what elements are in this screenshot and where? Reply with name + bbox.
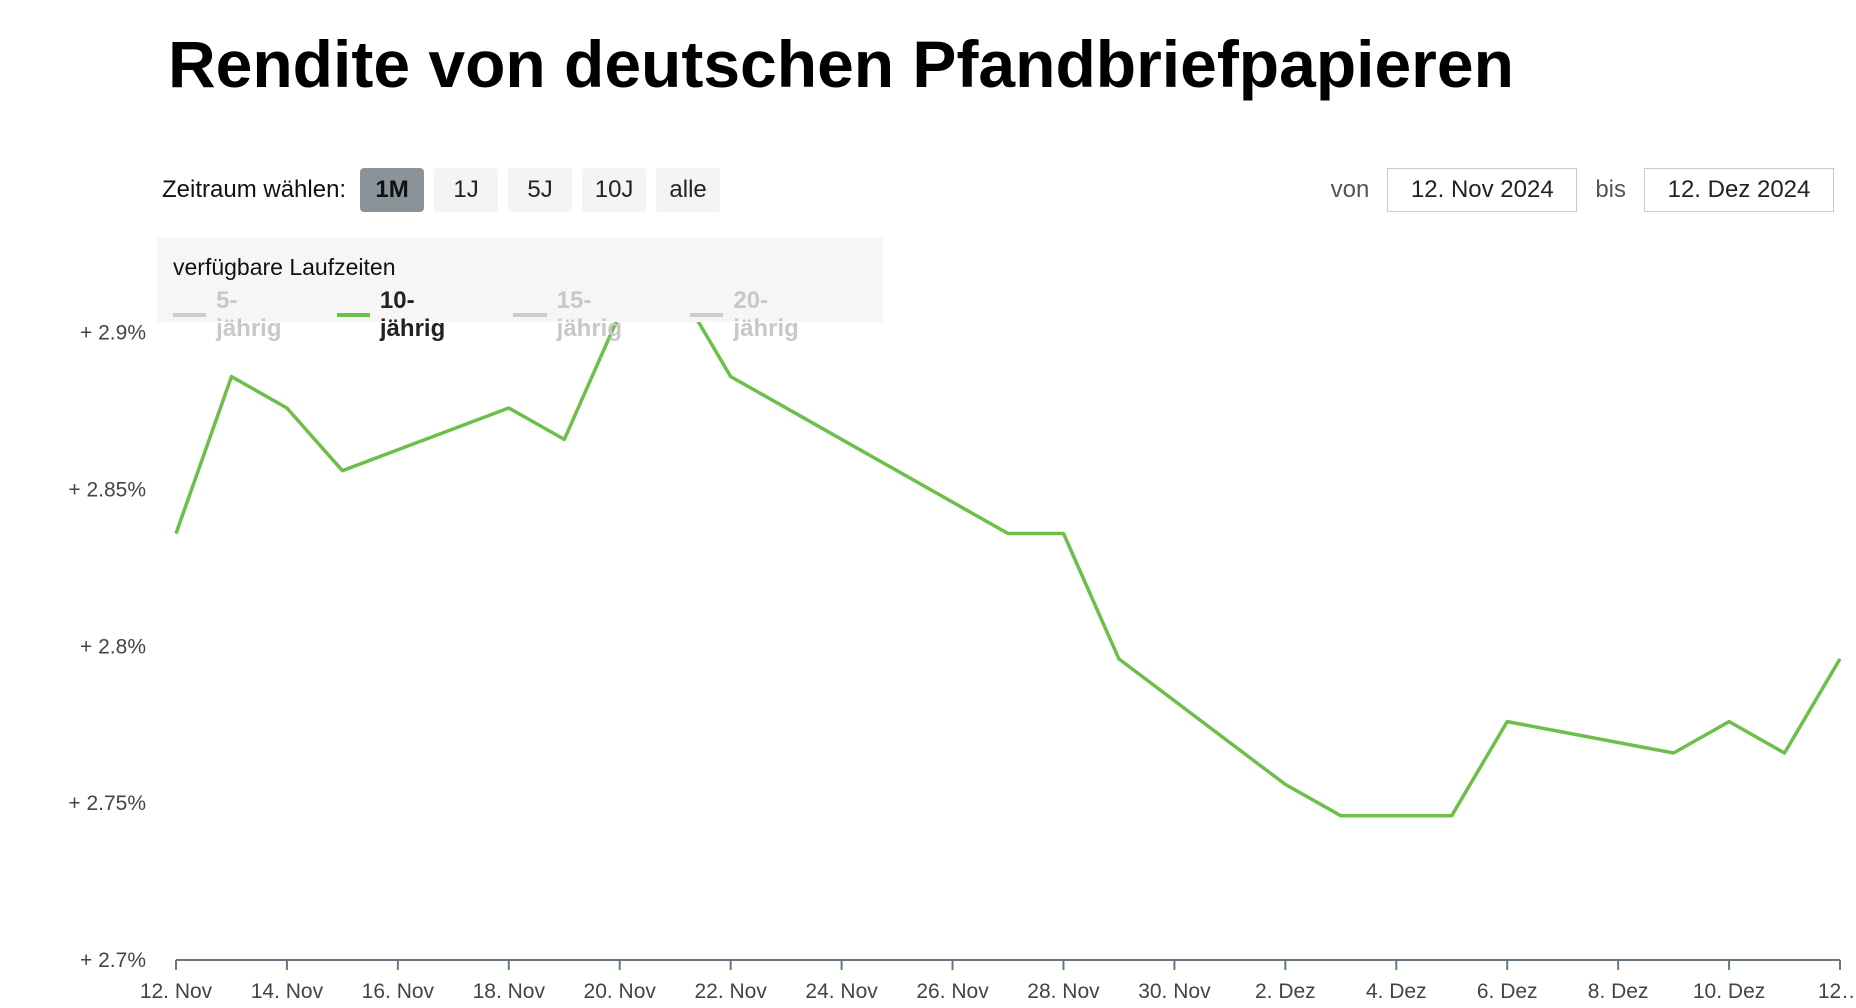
data-point[interactable] bbox=[502, 401, 516, 415]
range-button-10j[interactable]: 10J bbox=[582, 168, 647, 212]
x-tick-label: 16. Nov bbox=[362, 980, 435, 1003]
x-tick-label: 12. Nov bbox=[140, 980, 213, 1003]
x-tick-label: 2. Dez bbox=[1255, 980, 1316, 1003]
data-point[interactable] bbox=[335, 464, 349, 478]
y-tick-label: + 2.75% bbox=[68, 792, 146, 815]
y-tick-label: + 2.8% bbox=[80, 635, 146, 658]
data-point[interactable] bbox=[1667, 746, 1681, 760]
data-point[interactable] bbox=[557, 432, 571, 446]
legend-label: 5-jährig bbox=[216, 287, 282, 342]
data-point[interactable] bbox=[1278, 777, 1292, 791]
x-tick-label: 26. Nov bbox=[916, 980, 989, 1003]
range-button-1j[interactable]: 1J bbox=[434, 168, 499, 212]
range-button-alle[interactable]: alle bbox=[656, 168, 721, 212]
legend-swatch bbox=[336, 313, 370, 317]
series-line-10-jaehrig[interactable] bbox=[174, 280, 1842, 818]
data-point[interactable] bbox=[1001, 526, 1015, 540]
y-axis: + 2.7% + 2.75% + 2.8% + 2.85% + 2.9% bbox=[68, 322, 146, 972]
date-from-label: von bbox=[1330, 176, 1370, 203]
data-point[interactable] bbox=[1778, 746, 1792, 760]
legend-item-10-jaehrig[interactable]: 10-jährig bbox=[336, 287, 478, 343]
page-title: Rendite von deutschen Pfandbriefpapieren bbox=[168, 27, 1514, 101]
range-button-1m[interactable]: 1M bbox=[360, 168, 425, 212]
data-point[interactable] bbox=[1334, 809, 1348, 823]
data-point[interactable] bbox=[1389, 809, 1403, 823]
legend-swatch bbox=[173, 313, 207, 317]
legend-item-5-jaehrig[interactable]: 5-jährig bbox=[173, 287, 301, 343]
x-tick-label: 10. Dez bbox=[1693, 980, 1765, 1003]
legend-swatch bbox=[690, 313, 724, 317]
legend-item-20-jaehrig[interactable]: 20-jährig bbox=[690, 287, 831, 343]
range-button-5j[interactable]: 5J bbox=[508, 168, 573, 212]
data-point[interactable] bbox=[1833, 652, 1847, 666]
legend-label: 20-jährig bbox=[733, 287, 799, 342]
x-axis: 12. Nov 14. Nov 16. Nov 18. Nov 20. Nov 22. N… bbox=[140, 959, 1856, 1003]
legend-swatch bbox=[513, 313, 547, 317]
legend-label: 15-jährig bbox=[556, 287, 622, 342]
date-to-label: bis bbox=[1595, 176, 1626, 203]
x-tick-label: 18. Nov bbox=[473, 980, 546, 1003]
x-tick-label: 22. Nov bbox=[694, 980, 767, 1003]
x-tick-label: 14. Nov bbox=[251, 980, 324, 1003]
data-point[interactable] bbox=[1445, 809, 1459, 823]
legend-label: 10-jährig bbox=[379, 287, 446, 342]
legend-item-15-jaehrig[interactable]: 15-jährig bbox=[513, 287, 654, 343]
x-tick-label: 12… bbox=[1818, 980, 1856, 1003]
legend-items: 5-jährig 10-jährig 15-jährig 20-jährig bbox=[173, 287, 867, 343]
date-range: von bis bbox=[1313, 168, 1834, 212]
range-selector-label: Zeitraum wählen: bbox=[162, 176, 347, 203]
data-point[interactable] bbox=[724, 370, 738, 384]
x-tick-label: 24. Nov bbox=[805, 980, 878, 1003]
y-tick-label: + 2.9% bbox=[80, 322, 146, 345]
data-point[interactable] bbox=[1056, 526, 1070, 540]
y-tick-label: + 2.7% bbox=[80, 949, 146, 972]
data-point[interactable] bbox=[1112, 652, 1126, 666]
legend-title: verfügbare Laufzeiten bbox=[173, 254, 396, 280]
x-tick-label: 8. Dez bbox=[1588, 980, 1649, 1003]
range-selector: Zeitraum wählen: 1M 1J 5J 10J alle bbox=[162, 168, 730, 212]
data-point[interactable] bbox=[1722, 715, 1736, 729]
data-point[interactable] bbox=[280, 401, 294, 415]
legend: verfügbare Laufzeiten 5-jährig 10-jährig… bbox=[157, 238, 883, 342]
data-point[interactable] bbox=[1500, 715, 1514, 729]
series-layer bbox=[169, 280, 1847, 823]
x-tick-label: 20. Nov bbox=[584, 980, 657, 1003]
date-to-input[interactable] bbox=[1644, 168, 1834, 212]
y-tick-label: + 2.85% bbox=[68, 479, 146, 502]
x-tick-label: 28. Nov bbox=[1027, 980, 1100, 1003]
x-tick-label: 30. Nov bbox=[1138, 980, 1211, 1003]
x-tick-label: 4. Dez bbox=[1366, 980, 1427, 1003]
data-point[interactable] bbox=[169, 526, 183, 540]
data-point[interactable] bbox=[224, 370, 238, 384]
x-tick-label: 6. Dez bbox=[1477, 980, 1538, 1003]
date-from-input[interactable] bbox=[1387, 168, 1578, 212]
